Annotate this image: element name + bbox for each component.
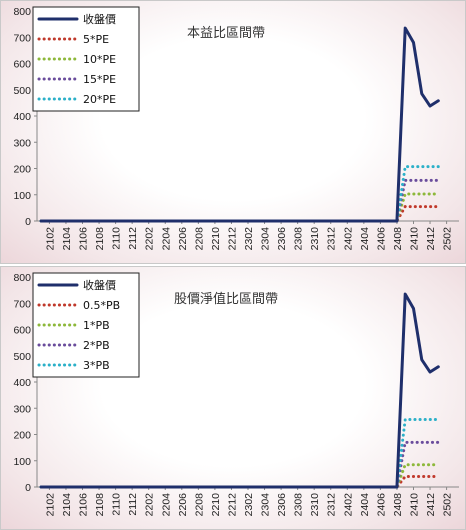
y-tick-label: 800 xyxy=(13,272,31,284)
legend-label: 0.5*PB xyxy=(83,299,120,312)
legend-label: 收盤價 xyxy=(83,12,116,26)
x-tick-label: 2104 xyxy=(61,227,73,251)
y-tick-label: 200 xyxy=(13,430,31,442)
x-tick-label: 2210 xyxy=(210,227,222,251)
x-tick-label: 2106 xyxy=(78,493,90,517)
legend-label: 10*PE xyxy=(83,53,116,66)
series-line-0 xyxy=(39,26,440,223)
x-tick-label: 2106 xyxy=(78,227,90,251)
x-tick-label: 2310 xyxy=(309,227,321,251)
x-tick-label: 2308 xyxy=(293,227,305,251)
y-tick-label: 400 xyxy=(13,111,31,123)
x-tick-label: 2302 xyxy=(243,493,255,517)
legend-label: 5*PE xyxy=(83,33,109,46)
y-tick-label: 200 xyxy=(13,164,31,176)
pb-band-chart-svg: 0 100 200 300 400 500 600 700 800 2102 2104 2106 210… xyxy=(13,272,459,517)
x-tick-label: 2306 xyxy=(276,227,288,251)
x-tick-label: 2302 xyxy=(243,227,255,251)
x-tick-label: 2308 xyxy=(293,493,305,517)
x-tick-label: 2402 xyxy=(342,493,354,517)
chart-title: 股價淨值比區間帶 xyxy=(174,291,278,307)
series-line-3 xyxy=(39,178,440,223)
x-tick-label: 2310 xyxy=(309,493,321,517)
x-tick-label: 2404 xyxy=(359,493,371,517)
x-tick-label: 2304 xyxy=(260,493,272,517)
x-tick-label: 2206 xyxy=(177,227,189,251)
series-line-3 xyxy=(39,440,440,489)
x-tick-label: 2312 xyxy=(326,227,338,251)
x-tick-label: 2306 xyxy=(276,493,288,517)
y-tick-label: 400 xyxy=(13,377,31,389)
series-line-0 xyxy=(39,292,440,489)
x-tick-label: 2110 xyxy=(111,493,123,516)
y-tick-label: 500 xyxy=(13,85,31,97)
y-tick-label: 0 xyxy=(25,482,31,494)
y-tick-label: 100 xyxy=(13,190,31,202)
x-tick-label: 2102 xyxy=(44,493,56,517)
y-tick-label: 700 xyxy=(13,298,31,310)
x-tick-label: 2208 xyxy=(193,493,205,517)
legend-label: 3*PB xyxy=(83,359,110,372)
x-tick-label: 2202 xyxy=(144,493,156,517)
x-tick-label: 2112 xyxy=(127,493,139,516)
x-tick-label: 2202 xyxy=(144,227,156,251)
series-line-2 xyxy=(39,192,440,223)
y-tick-label: 600 xyxy=(13,325,31,337)
x-tick-label: 2412 xyxy=(425,227,437,251)
x-tick-label: 2108 xyxy=(94,493,106,517)
y-tick-label: 0 xyxy=(25,216,31,228)
legend-label: 收盤價 xyxy=(83,278,116,292)
x-tick-label: 2406 xyxy=(375,227,387,251)
x-tick-label: 2312 xyxy=(326,493,338,517)
series-line-4 xyxy=(39,418,440,489)
x-tick-label: 2204 xyxy=(160,493,172,517)
x-tick-label: 2212 xyxy=(226,493,238,517)
pe-band-chart-svg: 0 100 200 300 400 500 600 700 800 2102 2104 2106 210… xyxy=(13,6,459,251)
series-line-1 xyxy=(39,475,440,489)
x-tick-label: 2204 xyxy=(160,227,172,251)
x-tick-label: 2212 xyxy=(226,227,238,251)
y-tick-label: 300 xyxy=(13,137,31,149)
y-tick-label: 100 xyxy=(13,456,31,468)
legend-label: 1*PB xyxy=(83,319,110,332)
x-tick-label: 2406 xyxy=(375,493,387,517)
x-tick-label: 2408 xyxy=(392,227,404,251)
y-tick-label: 300 xyxy=(13,403,31,415)
x-tick-label: 2108 xyxy=(94,227,106,251)
y-tick-label: 700 xyxy=(13,32,31,44)
x-tick-label: 2304 xyxy=(260,227,272,251)
x-tick-label: 2402 xyxy=(342,227,354,251)
x-tick-label: 2104 xyxy=(61,493,73,517)
x-tick-label: 2408 xyxy=(392,493,404,517)
legend-label: 20*PE xyxy=(83,93,116,106)
legend-label: 15*PE xyxy=(83,73,116,86)
y-tick-label: 500 xyxy=(13,351,31,363)
x-tick-label: 2208 xyxy=(193,227,205,251)
x-tick-label: 2502 xyxy=(442,227,454,251)
pe-band-chart: 0 100 200 300 400 500 600 700 800 2102 2104 2106 210… xyxy=(0,0,466,264)
pb-band-chart: 0 100 200 300 400 500 600 700 800 2102 2104 2106 210… xyxy=(0,266,466,530)
legend-label: 2*PB xyxy=(83,339,110,352)
y-tick-label: 600 xyxy=(13,59,31,71)
series-line-4 xyxy=(39,165,440,223)
x-tick-label: 2412 xyxy=(425,493,437,517)
x-tick-label: 2410 xyxy=(408,493,420,517)
x-tick-label: 2112 xyxy=(127,227,139,250)
x-tick-label: 2404 xyxy=(359,227,371,251)
series-line-1 xyxy=(39,205,440,223)
series-line-2 xyxy=(39,463,440,489)
chart-title: 本益比區間帶 xyxy=(187,26,265,41)
x-tick-label: 2102 xyxy=(44,227,56,251)
x-tick-label: 2206 xyxy=(177,493,189,517)
x-tick-label: 2410 xyxy=(408,227,420,251)
x-tick-label: 2110 xyxy=(111,227,123,250)
y-tick-label: 800 xyxy=(13,6,31,18)
x-tick-label: 2502 xyxy=(442,493,454,517)
x-tick-label: 2210 xyxy=(210,493,222,517)
